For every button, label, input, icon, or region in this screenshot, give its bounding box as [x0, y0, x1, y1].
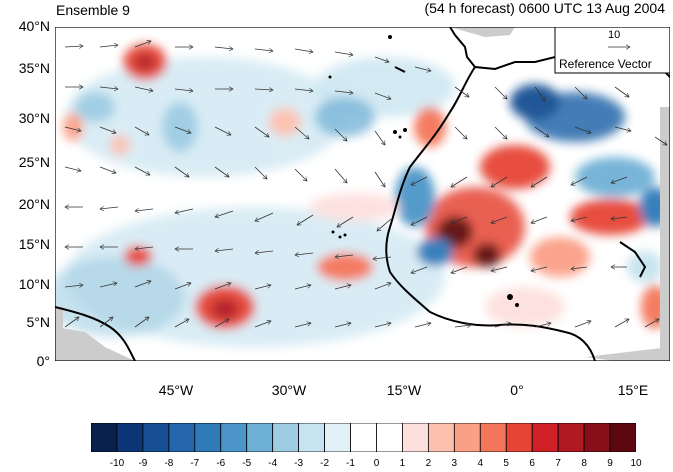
colorbar-tick-label: 4 — [477, 458, 484, 469]
colorbar-swatch — [324, 423, 351, 452]
colorbar-swatch — [609, 423, 636, 452]
colorbar-swatch — [402, 423, 429, 452]
wind-vectors — [65, 41, 667, 327]
colorbar-swatch — [557, 423, 585, 452]
colorbar-tick-label: -4 — [268, 458, 278, 469]
colorbar-tick-label: 3 — [451, 458, 458, 469]
colorbar-tick-label: 1 — [399, 458, 406, 469]
land-east-edge — [660, 107, 670, 361]
colorbar-tick-label: 5 — [503, 458, 509, 469]
colorbar-swatch — [453, 423, 481, 452]
colorbar-swatch — [505, 423, 533, 452]
lat-label: 30°N — [18, 110, 50, 126]
reference-vector-value: 10 — [608, 29, 621, 41]
colorbar-swatch — [350, 423, 377, 452]
colorbar-swatch — [168, 423, 196, 452]
colorbar-tick-label: -3 — [294, 458, 304, 469]
colorbar-tick-label: 6 — [529, 458, 535, 469]
colorbar-tick-label: -8 — [164, 458, 174, 469]
colorbar-labels: -10 -9 -8 -7 -6 -5 -4 -3 -2 -1 0 1 2 3 4 5 6 7 8 9 10 — [0, 458, 673, 472]
colorbar-tick-label: 8 — [581, 458, 587, 469]
lat-label: 10°N — [18, 276, 50, 292]
colorbar-swatch — [116, 423, 144, 452]
land-iberia — [450, 27, 515, 37]
colorbar-swatch — [531, 423, 559, 452]
colorbar-tick-label: -1 — [346, 458, 355, 469]
lat-label: 35°N — [18, 60, 50, 76]
shaded-field — [55, 44, 670, 347]
colorbar-swatch — [427, 423, 455, 452]
land-southeast — [585, 347, 670, 361]
islands — [328, 35, 519, 307]
map-panel — [55, 27, 670, 361]
colorbar-swatch — [479, 423, 507, 452]
lat-label: 40°N — [18, 18, 50, 34]
lon-label: 15°E — [617, 382, 649, 398]
reference-vector-label: Reference Vector — [559, 57, 652, 71]
lon-label: 45°W — [158, 382, 194, 398]
colorbar-swatch — [142, 423, 170, 452]
lon-label: 0° — [510, 382, 524, 398]
colorbar-swatch — [194, 423, 222, 452]
colorbar-swatch — [272, 423, 300, 452]
colorbar-swatch — [298, 423, 325, 452]
colorbar-tick-label: -6 — [216, 458, 226, 469]
lat-label: 5°N — [26, 314, 51, 330]
map-title-right: (54 h forecast) 0600 UTC 13 Aug 2004 — [424, 0, 665, 16]
colorbar-swatch — [246, 423, 274, 452]
colorbar-swatch — [376, 423, 403, 452]
land-south-america — [55, 327, 135, 361]
lon-label: 15°W — [386, 382, 422, 398]
colorbar-tick-label: 2 — [425, 458, 432, 469]
colorbar-tick-label: -7 — [190, 458, 200, 469]
colorbar-tick-label: -9 — [138, 458, 148, 469]
map-title-left: Ensemble 9 — [56, 2, 130, 18]
colorbar-tick-label: -2 — [320, 458, 330, 469]
lat-label: 15°N — [18, 236, 50, 252]
colorbar-swatch — [583, 423, 611, 452]
colorbar-swatch — [91, 423, 118, 452]
colorbar-tick-label: 9 — [607, 458, 613, 469]
lat-label: 0° — [36, 353, 50, 369]
reference-vector-box — [554, 27, 670, 74]
colorbar-swatch — [220, 423, 248, 452]
colorbar-tick-label: -5 — [242, 458, 252, 469]
lon-label: 30°W — [271, 382, 307, 398]
colorbar-tick-label: 10 — [630, 458, 642, 469]
colorbar-tick-label: -10 — [109, 458, 125, 469]
lat-label: 20°N — [18, 196, 50, 212]
colorbar — [91, 423, 636, 452]
lat-label: 25°N — [18, 154, 50, 170]
colorbar-tick-label: 7 — [555, 458, 561, 469]
colorbar-tick-label: 0 — [373, 458, 380, 469]
